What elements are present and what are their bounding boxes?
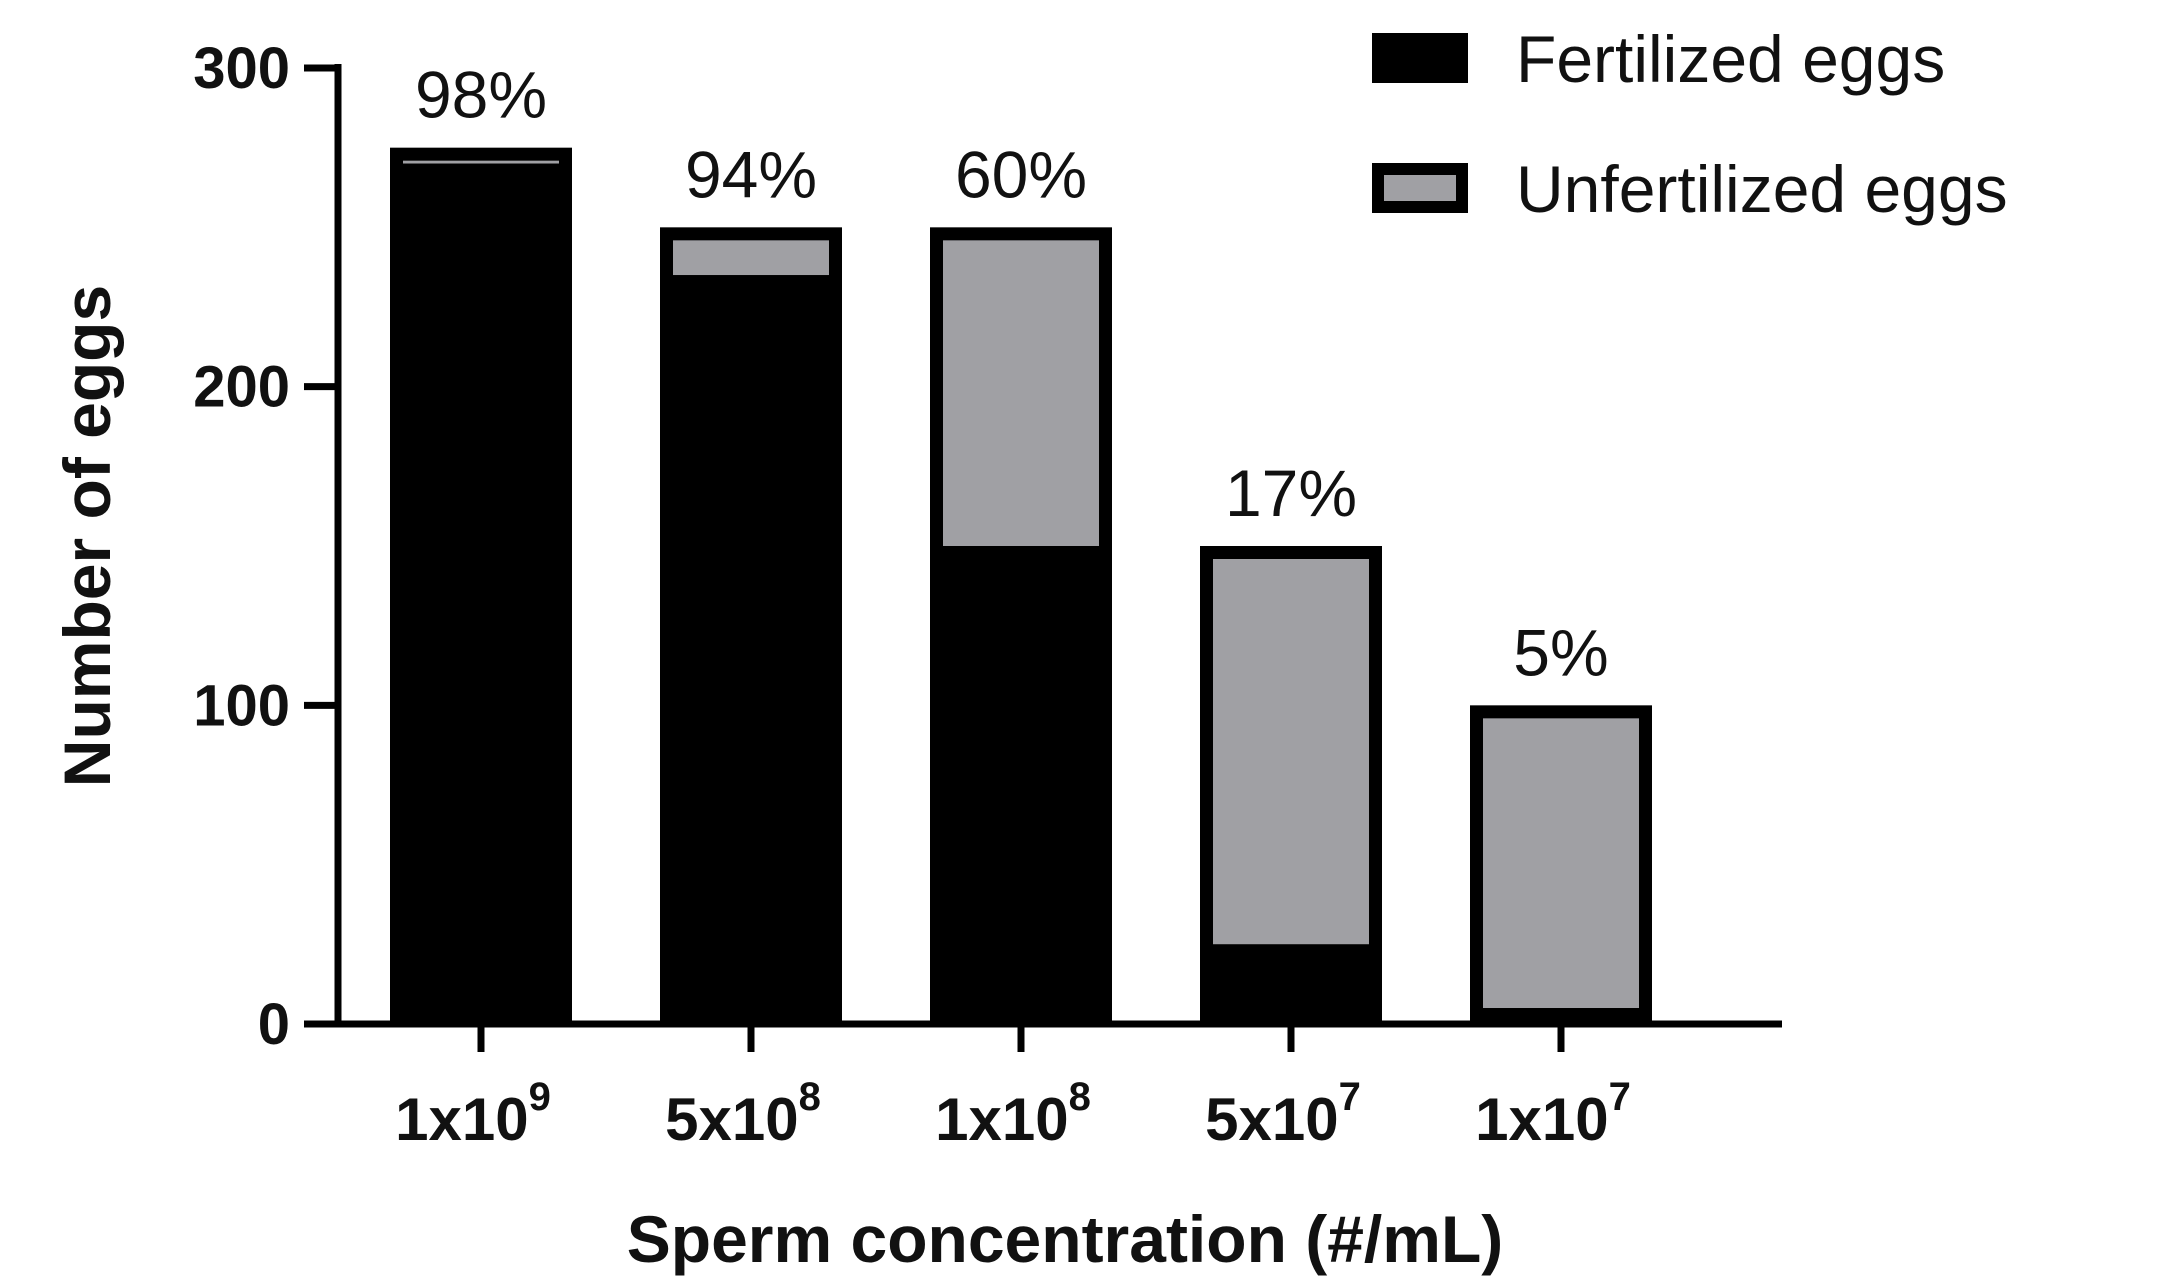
bars-layer [390,147,1652,1025]
x-tick-label-1: 5x108 [665,1075,821,1153]
legend-swatch-fertilized [1372,33,1468,83]
bar-segment-fertilized-1 [660,275,842,1025]
labels-layer: 98% 1x109 94% 5x108 60% 1x108 17% 5x107 5% 1x107 0… [193,36,1631,1153]
x-tick-label-2: 1x108 [935,1075,1091,1153]
percent-label-2: 60% [955,137,1087,211]
bar-segment-fertilized-3 [1200,944,1382,1024]
percent-label-0: 98% [415,58,547,132]
y-tick-label-1: 100 [193,673,290,738]
y-tick-label-3: 300 [193,36,290,101]
x-tick-label-4: 1x107 [1475,1075,1631,1153]
bar-segment-unfertilized-4 [1483,718,1639,1009]
bar-segment-fertilized-4 [1470,1008,1652,1024]
percent-label-4: 5% [1513,615,1608,689]
x-axis-title: Sperm concentration (#/mL) [627,1202,1503,1276]
x-tick-label-3: 5x107 [1205,1075,1361,1153]
percent-label-3: 17% [1225,456,1357,530]
legend: Fertilized eggs Unfertilized eggs [1372,22,2008,226]
y-axis-title: Number of eggs [50,285,124,787]
bar-segment-unfertilized-2 [943,240,1099,547]
bar-segment-unfertilized-0 [403,160,559,164]
y-tick-label-2: 200 [193,355,290,420]
bar-segment-fertilized-2 [930,546,1112,1024]
bar-segment-fertilized-0 [390,163,572,1025]
percent-label-1: 94% [685,137,817,211]
x-tick-label-0: 1x109 [395,1075,551,1153]
bar-segment-unfertilized-1 [673,240,829,276]
bar-segment-unfertilized-3 [1213,559,1369,945]
legend-swatch-unfertilized-fill [1384,175,1456,201]
y-tick-label-0: 0 [258,992,290,1057]
axes-layer [304,64,1782,1052]
legend-label-1: Unfertilized eggs [1516,152,2008,226]
legend-label-0: Fertilized eggs [1516,22,1945,96]
